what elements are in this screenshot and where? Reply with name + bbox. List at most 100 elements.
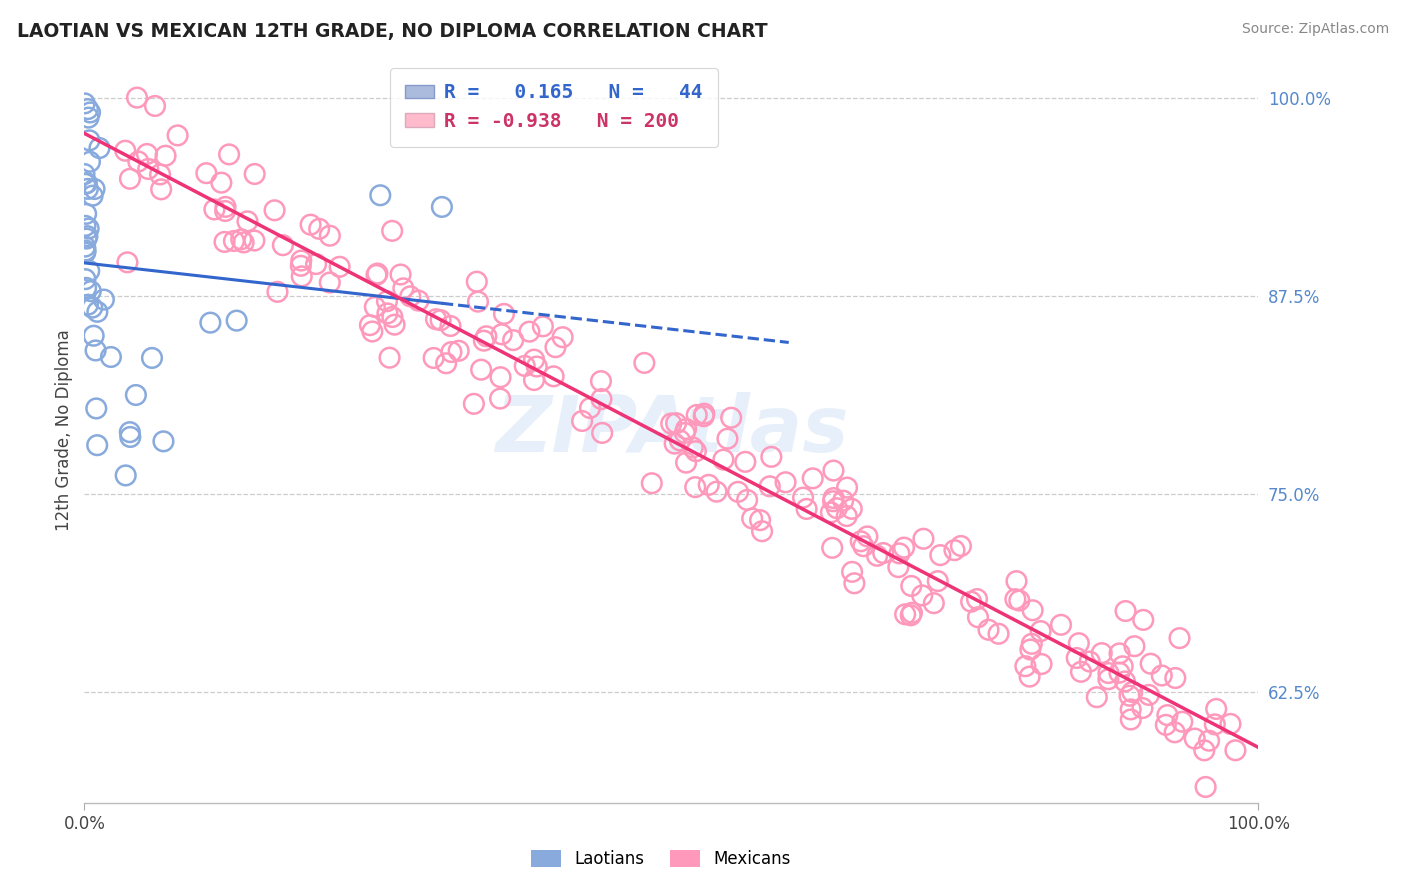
Point: [1225, 743, 1247, 757]
Point: [125, 388, 148, 402]
Point: [949, 539, 972, 553]
Point: [513, 359, 536, 373]
Point: [735, 492, 758, 507]
Point: [425, 312, 447, 326]
Point: [232, 235, 254, 250]
Point: [361, 325, 384, 339]
Point: [75, 207, 97, 221]
Point: [1114, 674, 1136, 689]
Point: [1031, 657, 1053, 671]
Point: [381, 310, 404, 324]
Point: [84, 343, 107, 358]
Point: [463, 397, 485, 411]
Point: [841, 565, 863, 579]
Point: [1219, 717, 1241, 731]
Point: [866, 549, 889, 563]
Point: [166, 128, 188, 143]
Point: [75, 244, 97, 258]
Point: [659, 417, 682, 431]
Point: [675, 456, 697, 470]
Point: [1097, 672, 1119, 686]
Point: [1121, 685, 1143, 699]
Point: [589, 374, 612, 388]
Point: [682, 441, 704, 455]
Point: [1014, 659, 1036, 673]
Point: [75, 177, 97, 191]
Point: [86, 438, 108, 452]
Point: [775, 475, 797, 490]
Point: [319, 276, 342, 290]
Point: [271, 238, 294, 252]
Point: [319, 228, 342, 243]
Point: [243, 234, 266, 248]
Point: [209, 176, 232, 190]
Point: [1108, 665, 1130, 680]
Point: [543, 369, 565, 384]
Point: [118, 171, 141, 186]
Point: [243, 167, 266, 181]
Point: [366, 268, 388, 282]
Point: [141, 351, 163, 365]
Point: [408, 293, 430, 308]
Point: [1108, 647, 1130, 661]
Point: [1097, 666, 1119, 681]
Point: [821, 541, 844, 555]
Point: [399, 289, 422, 303]
Point: [1078, 655, 1101, 669]
Text: ZIPAtlas: ZIPAtlas: [495, 392, 848, 468]
Point: [856, 529, 879, 543]
Point: [852, 539, 875, 553]
Point: [299, 218, 322, 232]
Point: [523, 373, 546, 387]
Point: [1132, 701, 1154, 715]
Point: [76, 176, 98, 190]
Point: [960, 595, 983, 609]
Point: [291, 269, 314, 284]
Point: [664, 436, 686, 450]
Point: [929, 548, 952, 562]
Point: [1184, 731, 1206, 746]
Point: [1018, 670, 1040, 684]
Point: [467, 294, 489, 309]
Point: [706, 484, 728, 499]
Point: [673, 425, 696, 440]
Point: [835, 509, 858, 524]
Point: [263, 203, 285, 218]
Y-axis label: 12th Grade, No Diploma: 12th Grade, No Diploma: [55, 329, 73, 532]
Point: [73, 96, 96, 111]
Point: [290, 253, 312, 268]
Point: [465, 275, 488, 289]
Point: [76, 182, 98, 196]
Point: [100, 350, 122, 364]
Point: [502, 333, 524, 347]
Point: [1115, 604, 1137, 618]
Point: [492, 307, 515, 321]
Point: [1005, 574, 1028, 588]
Point: [669, 434, 692, 448]
Point: [290, 259, 312, 273]
Point: [225, 313, 247, 327]
Point: [83, 328, 105, 343]
Point: [889, 546, 911, 560]
Point: [79, 105, 101, 120]
Point: [844, 576, 866, 591]
Point: [796, 502, 818, 516]
Point: [329, 260, 352, 274]
Point: [758, 479, 780, 493]
Point: [823, 491, 845, 505]
Point: [308, 222, 330, 236]
Point: [359, 318, 381, 333]
Point: [389, 268, 412, 282]
Point: [218, 147, 240, 161]
Legend: R =   0.165   N =   44, R = -0.938   N = 200: R = 0.165 N = 44, R = -0.938 N = 200: [389, 68, 718, 146]
Point: [849, 534, 872, 549]
Point: [1050, 617, 1073, 632]
Point: [685, 444, 707, 458]
Point: [79, 154, 101, 169]
Point: [1029, 624, 1052, 639]
Point: [1168, 631, 1191, 645]
Point: [202, 202, 225, 217]
Point: [801, 471, 824, 485]
Point: [519, 325, 541, 339]
Point: [734, 455, 756, 469]
